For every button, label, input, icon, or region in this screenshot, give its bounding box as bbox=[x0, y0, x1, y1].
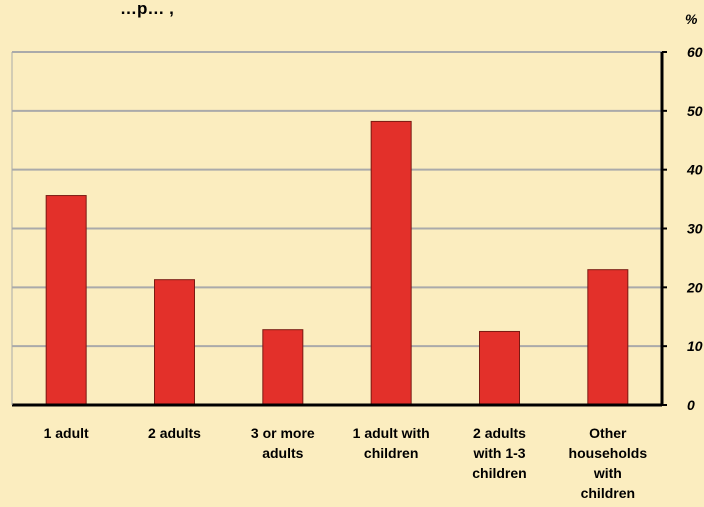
y-axis-unit-label: % bbox=[685, 11, 698, 27]
bar bbox=[262, 329, 304, 406]
bar bbox=[154, 279, 195, 406]
bar bbox=[45, 195, 87, 406]
x-tick-label: Other households with children bbox=[569, 425, 648, 501]
y-tick-label: 50 bbox=[687, 103, 703, 119]
y-tick-label: 0 bbox=[687, 397, 695, 413]
x-tick-label-line: 2 adults bbox=[148, 425, 201, 441]
y-tick-label: 20 bbox=[686, 279, 703, 295]
y-tick-label: 40 bbox=[686, 162, 703, 178]
x-tick-label: 2 adults bbox=[148, 425, 201, 441]
x-tick-label: 2 adults with 1-3 children bbox=[472, 425, 526, 481]
y-tick-label: 30 bbox=[687, 221, 703, 237]
x-tick-label-line: children bbox=[581, 485, 635, 501]
x-tick-label-line: Other bbox=[589, 425, 627, 441]
bar bbox=[587, 269, 629, 406]
x-tick-label-line: children bbox=[364, 445, 418, 461]
chart-title: …p… , bbox=[120, 0, 174, 18]
x-tick-label: 1 adult with children bbox=[353, 425, 430, 461]
y-tick-label: 10 bbox=[687, 338, 703, 354]
bars bbox=[45, 120, 629, 406]
x-tick-label-line: adults bbox=[262, 445, 303, 461]
x-tick-label-line: 1 adult bbox=[44, 425, 89, 441]
x-tick-label-line: children bbox=[472, 465, 526, 481]
x-tick-label-line: 2 adults bbox=[473, 425, 526, 441]
x-tick-labels: 1 adult 2 adults 3 or more adults 1 adult wi… bbox=[44, 425, 648, 501]
x-tick-label: 1 adult bbox=[44, 425, 89, 441]
grid-lines bbox=[12, 51, 662, 348]
bar bbox=[479, 330, 520, 406]
x-tick-label-line: 3 or more bbox=[251, 425, 315, 441]
x-tick-label: 3 or more adults bbox=[251, 425, 315, 461]
x-tick-label-line: 1 adult with bbox=[353, 425, 430, 441]
y-tick-label: 60 bbox=[687, 44, 703, 60]
x-tick-label-line: households bbox=[569, 445, 648, 461]
bar bbox=[370, 120, 412, 406]
x-tick-label-line: with bbox=[593, 465, 622, 481]
y-tick-labels: 0 10 20 30 40 50 60 bbox=[686, 44, 703, 413]
axes bbox=[11, 51, 667, 407]
x-tick-label-line: with 1-3 bbox=[472, 445, 525, 461]
